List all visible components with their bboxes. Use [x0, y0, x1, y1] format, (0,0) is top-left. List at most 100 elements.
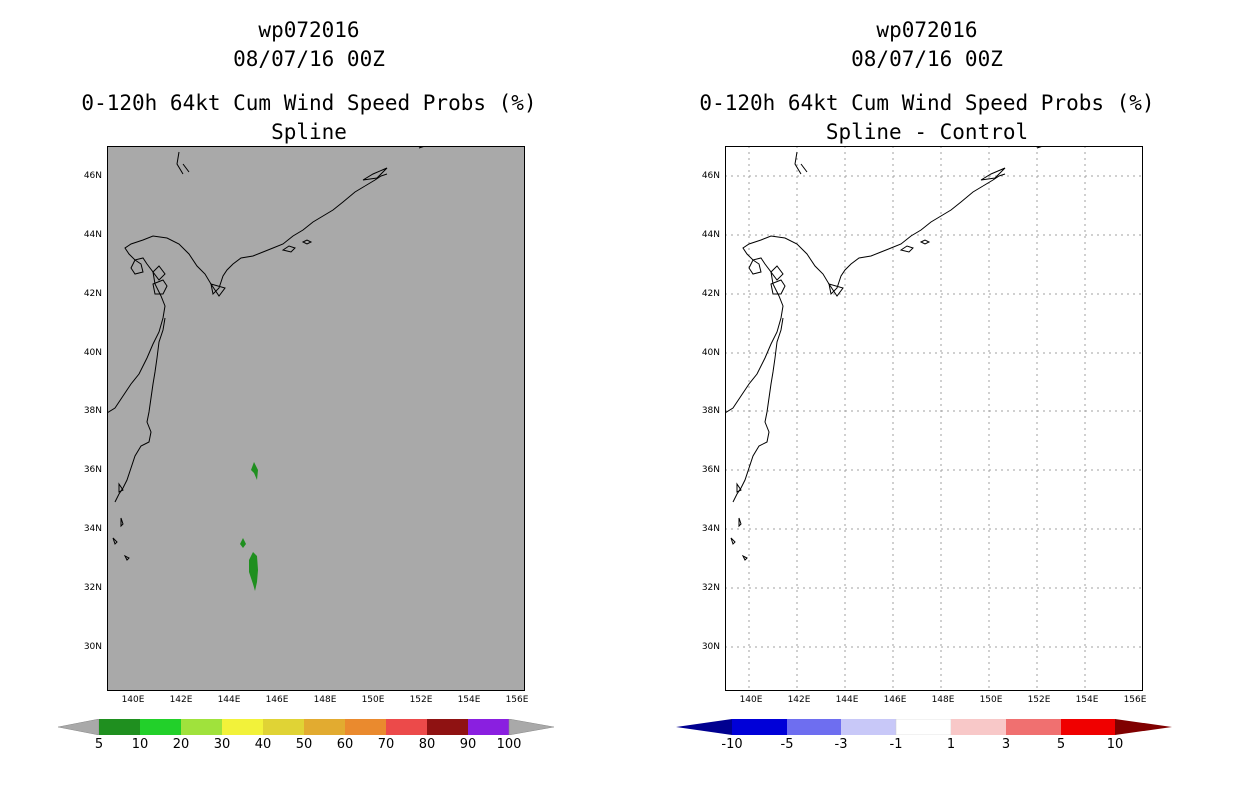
gridlines	[725, 146, 1143, 691]
coastline	[725, 146, 1049, 561]
lat-label: 34N	[701, 524, 720, 534]
coastline	[107, 146, 431, 561]
lon-label: 150E	[979, 695, 1003, 705]
lat-label: 32N	[701, 583, 720, 593]
lon-label: 140E	[121, 695, 145, 705]
colorbar-high-arrow	[508, 719, 554, 735]
colorbar-swatch	[468, 719, 509, 735]
colorbar-swatch	[345, 719, 386, 735]
colorbar-label: -5	[780, 737, 794, 752]
colorbar-label: 30	[213, 737, 231, 752]
colorbar-swatch	[427, 719, 468, 735]
colorbar-label: -10	[721, 737, 743, 752]
map-frame	[107, 146, 525, 691]
colorbar-label: 90	[459, 737, 477, 752]
lat-label: 42N	[83, 289, 102, 299]
product-title: 0-120h 64kt Cum Wind Speed Probs (%)	[81, 91, 537, 115]
colorbar-label: 70	[377, 737, 395, 752]
lat-label: 44N	[701, 230, 720, 240]
lat-label: 46N	[83, 171, 102, 181]
map-svg	[725, 146, 1143, 691]
lon-label: 156E	[1123, 695, 1147, 705]
colorbar-label: 5	[94, 737, 104, 752]
map-svg	[107, 146, 525, 691]
colorbar-label: 3	[1001, 737, 1011, 752]
panel-subtitle: Spline	[271, 120, 347, 144]
lon-label: 148E	[931, 695, 955, 705]
colorbar-swatch	[99, 719, 140, 735]
lon-label: 146E	[265, 695, 289, 705]
colorbar-low-arrow	[58, 719, 100, 735]
lat-label: 40N	[83, 348, 102, 358]
lon-label: 154E	[457, 695, 481, 705]
lon-label: 152E	[409, 695, 433, 705]
panel-subtitle: Spline - Control	[825, 120, 1029, 144]
lon-label: 152E	[1027, 695, 1051, 705]
lat-label: 42N	[701, 289, 720, 299]
colorbar-high-arrow	[1115, 719, 1172, 735]
colorbar-label: 50	[295, 737, 313, 752]
colorbar-swatch	[222, 719, 263, 735]
colorbar-swatch	[386, 719, 427, 735]
map-area	[107, 146, 525, 691]
colorbar-swatch	[181, 719, 222, 735]
lon-label: 140E	[739, 695, 763, 705]
lat-label: 36N	[83, 465, 102, 475]
lon-label: 142E	[787, 695, 811, 705]
map-frame	[725, 146, 1143, 691]
lon-label: 142E	[169, 695, 193, 705]
colorbar-label: 20	[172, 737, 190, 752]
storm-id: wp072016	[258, 18, 360, 42]
map-background	[107, 146, 525, 691]
colorbar-label: 5	[1056, 737, 1066, 752]
product-title: 0-120h 64kt Cum Wind Speed Probs (%)	[699, 91, 1155, 115]
lon-label: 146E	[883, 695, 907, 705]
colorbar-label: -1	[889, 737, 903, 752]
colorbar-label: 80	[418, 737, 436, 752]
colorbar-swatch	[732, 719, 787, 735]
init-datetime: 08/07/16 00Z	[233, 47, 385, 71]
colorbar-swatch	[1061, 719, 1115, 735]
probability-contours	[240, 462, 258, 591]
lat-label: 46N	[701, 171, 720, 181]
lat-label: 36N	[701, 465, 720, 475]
lon-label: 144E	[835, 695, 859, 705]
lon-label: 144E	[217, 695, 241, 705]
panel-spline: wp072016 08/07/16 00Z 0-120h 64kt Cum Wi…	[58, 18, 554, 752]
storm-id: wp072016	[876, 18, 978, 42]
colorbar-label: 10	[131, 737, 149, 752]
colorbar-swatch	[951, 719, 1006, 735]
lat-label: 34N	[83, 524, 102, 534]
lat-label: 32N	[83, 583, 102, 593]
lon-label: 148E	[313, 695, 337, 705]
colorbar-swatch	[263, 719, 304, 735]
panel-spline-minus-control: wp072016 08/07/16 00Z 0-120h 64kt Cum Wi…	[618, 0, 1236, 800]
colorbar-label: -3	[834, 737, 848, 752]
map-area	[725, 146, 1143, 691]
colorbar-difference	[676, 719, 1172, 735]
init-datetime: 08/07/16 00Z	[851, 47, 1003, 71]
lat-label: 44N	[83, 230, 102, 240]
colorbar-swatch	[895, 719, 952, 735]
lat-label: 38N	[701, 406, 720, 416]
colorbar-label: 60	[336, 737, 354, 752]
lon-label: 150E	[361, 695, 385, 705]
lat-label: 38N	[83, 406, 102, 416]
colorbar-swatch	[787, 719, 841, 735]
colorbar-swatch	[841, 719, 896, 735]
lat-label: 30N	[83, 642, 102, 652]
lon-label: 156E	[505, 695, 529, 705]
colorbar-swatch	[304, 719, 345, 735]
lat-label: 30N	[701, 642, 720, 652]
colorbar-label: 1	[946, 737, 956, 752]
lat-label: 40N	[701, 348, 720, 358]
colorbar-probability	[58, 719, 554, 735]
colorbar-label: 10	[1106, 737, 1124, 752]
lon-label: 154E	[1075, 695, 1099, 705]
colorbar-swatch	[1006, 719, 1061, 735]
colorbar-label: 40	[254, 737, 272, 752]
colorbar-low-arrow	[676, 719, 732, 735]
colorbar-swatch	[140, 719, 181, 735]
map-background	[725, 146, 1143, 691]
colorbar-label: 100	[496, 737, 522, 752]
